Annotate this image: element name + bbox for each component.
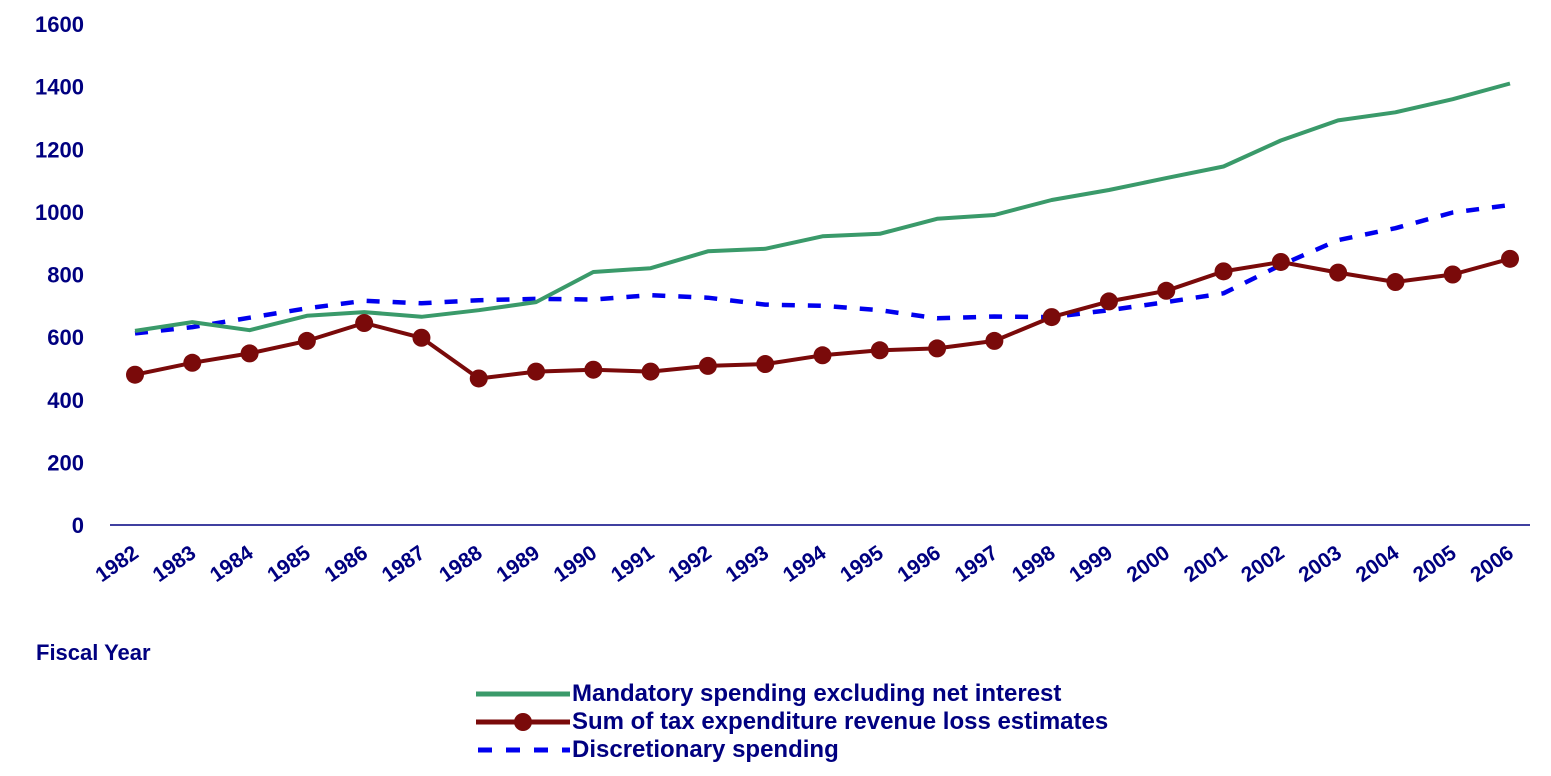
legend-label-tax: Sum of tax expenditure revenue loss esti… [572, 708, 1109, 735]
legend-item-discretionary: Discretionary spending [476, 736, 1376, 764]
x-tick-label: 1997 [951, 541, 1002, 587]
series-point-tax [527, 362, 546, 381]
x-tick-label: 2001 [1180, 541, 1232, 587]
legend-swatch-tax [476, 708, 572, 736]
y-tick-label: 0 [72, 513, 84, 538]
series-point-tax [1443, 265, 1462, 284]
legend-item-mandatory: Mandatory spending excluding net interes… [476, 680, 1376, 708]
x-tick-label: 1989 [492, 541, 543, 587]
series-point-tax [183, 353, 202, 372]
y-tick-label: 800 [47, 263, 84, 288]
y-tick-label: 1600 [35, 12, 84, 37]
y-tick-label: 400 [47, 388, 84, 413]
series-point-tax [469, 369, 488, 388]
x-tick-label: 1996 [893, 541, 944, 587]
legend: Mandatory spending excluding net interes… [476, 680, 1376, 764]
x-tick-label: 1982 [91, 541, 142, 587]
legend-label-discretionary: Discretionary spending [572, 736, 839, 763]
x-axis-ticks: 1982 1983 1984 1985 1986 1987 1988 1989 1990 1991… [91, 541, 1517, 587]
series-point-tax [126, 365, 144, 384]
x-tick-label: 1985 [263, 541, 315, 587]
series-point-tax [813, 346, 832, 365]
x-tick-label: 1992 [664, 541, 715, 587]
series-point-tax [698, 356, 717, 375]
series-point-tax [756, 355, 775, 374]
x-tick-label: 1999 [1065, 541, 1116, 587]
x-axis-title: Fiscal Year [36, 640, 151, 665]
legend-label-mandatory: Mandatory spending excluding net interes… [572, 680, 1062, 707]
series-point-tax [355, 314, 374, 333]
series-line-mandatory [134, 81, 1511, 333]
y-axis-ticks: 0 200 400 600 800 1000 1200 1400 1600 [35, 12, 84, 538]
y-tick-label: 1000 [35, 200, 84, 225]
series-point-tax [584, 360, 603, 379]
series-point-tax [870, 341, 889, 360]
x-tick-label: 1987 [378, 541, 429, 587]
series-point-tax [1329, 263, 1348, 282]
x-tick-label: 2000 [1123, 541, 1174, 587]
series-point-tax [240, 344, 259, 363]
series-point-tax [1271, 252, 1290, 271]
x-tick-label: 2004 [1352, 541, 1404, 587]
legend-swatch-mandatory [476, 680, 572, 708]
x-tick-label: 1993 [722, 541, 773, 587]
x-tick-label: 1984 [206, 541, 258, 587]
series-point-tax [297, 331, 316, 350]
series-layer [126, 81, 1519, 388]
series-point-tax [1386, 273, 1405, 292]
x-tick-label: 1998 [1008, 541, 1060, 587]
x-tick-label: 1990 [550, 541, 601, 587]
x-tick-label: 1988 [435, 541, 487, 587]
series-point-tax [1501, 249, 1519, 268]
series-point-tax [985, 331, 1004, 350]
x-tick-label: 1991 [607, 541, 659, 587]
y-tick-label: 1400 [35, 75, 84, 100]
series-point-tax [1214, 262, 1233, 281]
x-tick-label: 1995 [836, 541, 888, 587]
y-tick-label: 1200 [35, 137, 84, 162]
y-tick-label: 200 [47, 450, 84, 475]
series-point-tax [641, 362, 660, 381]
series-point-tax [1157, 281, 1176, 300]
x-tick-label: 1986 [321, 541, 372, 587]
x-tick-label: 2005 [1409, 541, 1461, 587]
x-tick-label: 1983 [149, 541, 200, 587]
legend-swatch-discretionary [476, 736, 572, 764]
x-tick-label: 2003 [1295, 541, 1346, 587]
series-point-tax [1099, 292, 1118, 311]
series-point-tax [412, 328, 431, 347]
y-tick-label: 600 [47, 325, 84, 350]
series-point-tax [1042, 308, 1061, 327]
x-tick-label: 2006 [1466, 541, 1517, 587]
x-tick-label: 1994 [779, 541, 831, 587]
series-point-tax [928, 339, 947, 358]
x-tick-label: 2002 [1237, 541, 1288, 587]
legend-item-tax: Sum of tax expenditure revenue loss esti… [476, 708, 1376, 736]
